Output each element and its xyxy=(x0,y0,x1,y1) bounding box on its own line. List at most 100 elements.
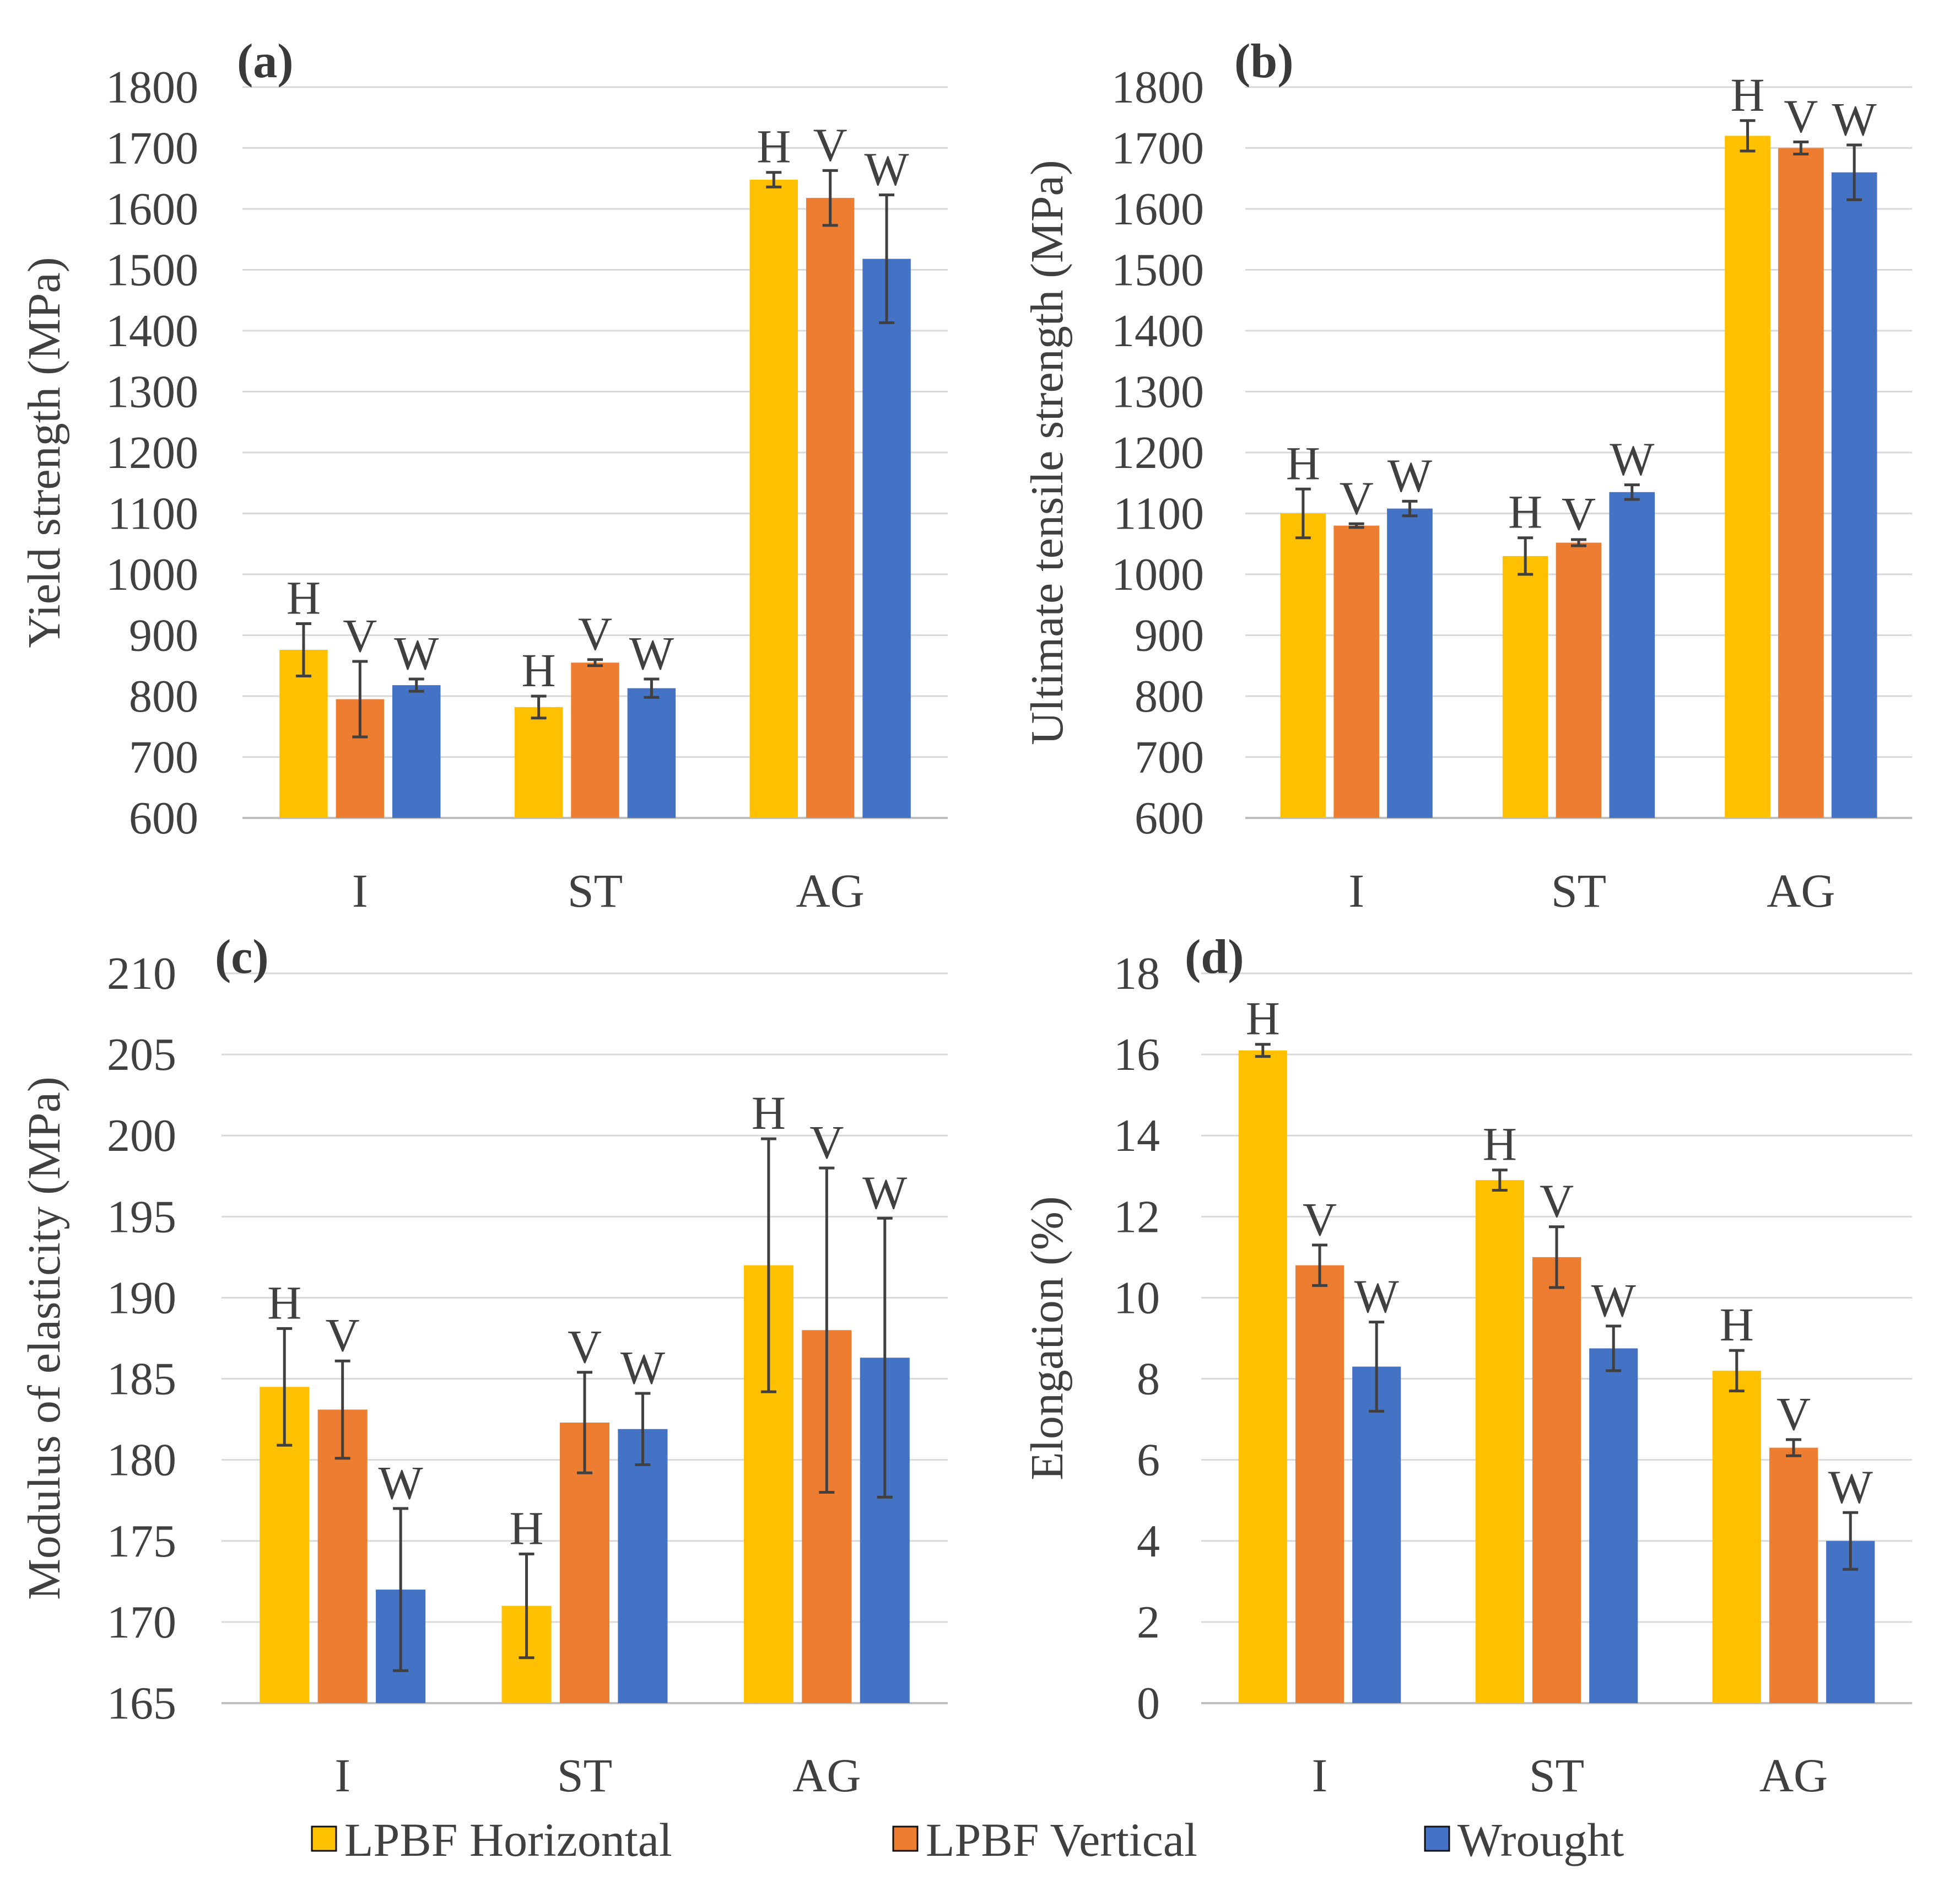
y-tick-label: 1600 xyxy=(1111,184,1204,235)
y-tick-label: 195 xyxy=(107,1191,176,1242)
legend-label-vertical: LPBF Vertical xyxy=(926,1813,1197,1866)
chart-panel-d: 024681012141618HVWIHVWSTHVWAGElongation … xyxy=(1022,930,1912,1802)
y-tick-label: 800 xyxy=(129,671,198,722)
x-category-label: I xyxy=(1312,1749,1328,1802)
y-tick-label: 1100 xyxy=(1113,488,1204,540)
x-category-label: ST xyxy=(1529,1749,1584,1802)
y-tick-label: 190 xyxy=(107,1272,176,1323)
bar-horizontal-ag xyxy=(1712,1370,1761,1703)
y-tick-label: 2 xyxy=(1137,1597,1160,1648)
bar-tag-vertical: V xyxy=(578,607,612,660)
legend-swatch-vertical xyxy=(892,1825,919,1852)
x-category-label: I xyxy=(1348,864,1364,917)
x-category-label: I xyxy=(334,1749,350,1802)
bar-wrought-ag xyxy=(1831,172,1877,818)
y-tick-label: 700 xyxy=(1135,732,1204,783)
y-tick-label: 1800 xyxy=(1111,62,1204,113)
bar-wrought-i xyxy=(1352,1366,1401,1703)
bar-tag-horizontal: H xyxy=(1730,68,1764,121)
legend-item-horizontal[interactable]: LPBF Horizontal xyxy=(311,1813,672,1866)
legend-swatch-horizontal xyxy=(311,1825,337,1852)
y-tick-label: 1400 xyxy=(106,305,198,357)
bar-vertical-i xyxy=(1333,525,1380,818)
bar-tag-wrought: W xyxy=(379,1456,423,1509)
y-tick-label: 1300 xyxy=(106,367,198,418)
legend-label-horizontal: LPBF Horizontal xyxy=(344,1813,672,1866)
bar-wrought-st xyxy=(1589,1348,1638,1703)
panel-label: (b) xyxy=(1234,35,1294,88)
legend: LPBF Horizontal LPBF Vertical Wrought xyxy=(311,1813,1624,1866)
chart-panel-b: 600 700 800 900 1000 1100 1200 1300 1400 1500 1600… xyxy=(1022,35,1912,917)
bar-vertical-st xyxy=(571,663,619,818)
bar-tag-vertical: V xyxy=(1340,471,1374,524)
bar-tag-horizontal: H xyxy=(1508,486,1542,538)
y-tick-label: 175 xyxy=(107,1516,176,1567)
y-tick-label: 1700 xyxy=(106,123,198,174)
bar-tag-wrought: W xyxy=(620,1341,665,1394)
y-axis-title: Ultimate tensile strength (MPa) xyxy=(1022,160,1073,745)
bar-wrought-st xyxy=(618,1429,668,1703)
bar-vertical-st xyxy=(1532,1257,1581,1703)
bar-tag-vertical: V xyxy=(568,1320,602,1373)
y-tick-label: 6 xyxy=(1137,1435,1160,1486)
y-tick-label: 210 xyxy=(107,948,176,999)
bar-tag-vertical: V xyxy=(343,609,377,662)
y-tick-label: 1300 xyxy=(1111,367,1204,418)
y-axis-title: Elongation (%) xyxy=(1022,1196,1073,1480)
legend-item-vertical[interactable]: LPBF Vertical xyxy=(892,1813,1197,1866)
y-tick-label: 1800 xyxy=(106,62,198,113)
panel-label: (a) xyxy=(237,35,294,88)
bar-tag-vertical: V xyxy=(1303,1193,1337,1246)
bar-tag-vertical: V xyxy=(809,1116,844,1168)
bar-horizontal-st xyxy=(514,707,563,818)
y-tick-label: 170 xyxy=(107,1597,176,1648)
x-category-label: AG xyxy=(1759,1749,1828,1802)
y-tick-label: 1600 xyxy=(106,184,198,235)
bar-tag-wrought: W xyxy=(1828,1460,1873,1513)
bar-tag-horizontal: H xyxy=(522,644,556,697)
bar-horizontal-ag xyxy=(749,179,798,818)
bar-tag-horizontal: H xyxy=(757,120,791,173)
y-tick-label: 1000 xyxy=(106,549,198,600)
bar-tag-wrought: W xyxy=(1610,433,1654,486)
bar-horizontal-ag xyxy=(1725,136,1770,818)
bar-tag-vertical: V xyxy=(1562,487,1596,540)
bar-tag-vertical: V xyxy=(1784,89,1818,142)
x-category-label: ST xyxy=(568,864,623,917)
y-tick-label: 185 xyxy=(107,1354,176,1405)
y-tick-label: 16 xyxy=(1114,1029,1160,1080)
bar-tag-vertical: V xyxy=(1777,1387,1811,1440)
bar-wrought-st xyxy=(627,688,676,818)
bar-wrought-i xyxy=(392,685,441,818)
bar-horizontal-i xyxy=(279,650,328,818)
bar-tag-wrought: W xyxy=(1591,1274,1636,1327)
bar-vertical-ag xyxy=(1769,1447,1818,1703)
bar-tag-vertical: V xyxy=(1540,1175,1574,1227)
panel-label: (c) xyxy=(215,930,269,984)
legend-swatch-wrought xyxy=(1424,1825,1450,1852)
y-tick-label: 200 xyxy=(107,1110,176,1161)
bar-tag-wrought: W xyxy=(1387,449,1432,502)
y-tick-label: 165 xyxy=(107,1678,176,1729)
bar-wrought-i xyxy=(1387,508,1433,818)
legend-item-wrought[interactable]: Wrought xyxy=(1424,1813,1624,1866)
bar-vertical-ag xyxy=(1778,148,1824,818)
bar-tag-wrought: W xyxy=(1354,1270,1399,1323)
y-tick-label: 1000 xyxy=(1111,549,1204,600)
y-tick-label: 900 xyxy=(129,610,198,661)
bar-tag-horizontal: H xyxy=(1720,1298,1754,1351)
bar-tag-wrought: W xyxy=(1832,93,1877,146)
bar-horizontal-i xyxy=(1280,513,1326,818)
bar-horizontal-i xyxy=(1238,1050,1287,1703)
x-category-label: AG xyxy=(1767,864,1835,917)
bar-tag-horizontal: H xyxy=(267,1276,301,1329)
y-axis-title: Yield strength (MPa) xyxy=(19,257,70,648)
bar-tag-wrought: W xyxy=(862,1166,907,1219)
y-tick-label: 700 xyxy=(129,732,198,783)
y-tick-label: 4 xyxy=(1137,1516,1160,1567)
bar-tag-horizontal: H xyxy=(1286,437,1320,489)
y-tick-label: 1200 xyxy=(106,427,198,478)
y-tick-label: 205 xyxy=(107,1029,176,1080)
y-tick-label: 600 xyxy=(1135,793,1204,844)
